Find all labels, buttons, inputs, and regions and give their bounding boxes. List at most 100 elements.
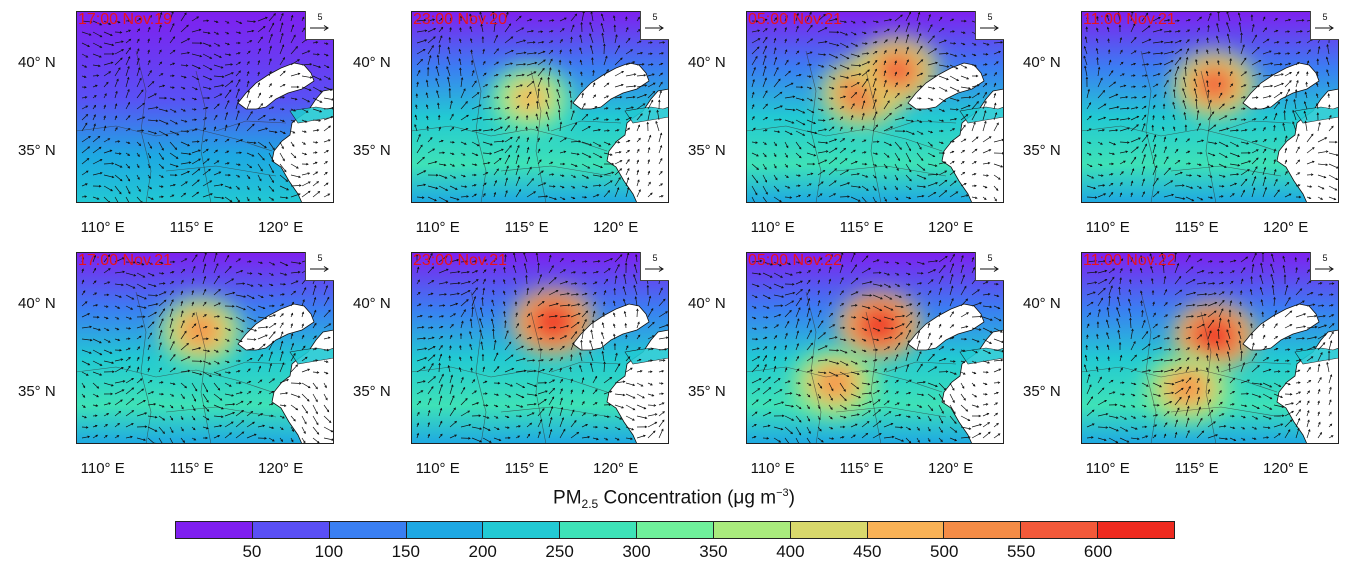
colorbar-tick-label: 500 xyxy=(930,542,959,561)
shandong-peninsula xyxy=(289,347,334,365)
longitude-label: 110° E xyxy=(415,460,460,477)
reference-vector-box: 5 xyxy=(305,11,334,40)
colorbar-segment xyxy=(483,522,561,538)
pm25-field xyxy=(746,252,1004,444)
longitude-label: 120° E xyxy=(593,460,639,477)
latitude-label: 40° N xyxy=(688,295,726,313)
longitude-label: 115° E xyxy=(839,219,884,236)
province-boundary xyxy=(470,50,487,203)
panel-timestamp: 11:00 Nov.22 xyxy=(1083,252,1176,269)
colorbar-tick-label: 150 xyxy=(391,542,420,561)
map-panel: 05:00 Nov.21 5 xyxy=(746,11,1004,203)
shandong-peninsula xyxy=(959,347,1004,365)
province-boundary xyxy=(76,125,273,152)
wind-vectors xyxy=(751,11,1004,203)
province-boundary xyxy=(1081,125,1278,152)
pm25-field xyxy=(411,252,669,444)
pm25-field xyxy=(1081,11,1339,203)
province-boundary xyxy=(76,366,273,393)
colorbar-title: PM2.5 Concentration (μg m−3) xyxy=(553,487,795,512)
latitude-label: 40° N xyxy=(1023,295,1061,313)
province-boundary xyxy=(500,406,612,418)
latitude-label: 35° N xyxy=(688,141,726,159)
colorbar-segment xyxy=(867,522,945,538)
map-panel: 11:00 Nov.22 5 xyxy=(1081,252,1339,444)
province-boundary xyxy=(1220,120,1292,132)
reference-vector-label: 5 xyxy=(652,12,658,22)
province-boundary xyxy=(165,165,277,177)
longitude-label: 110° E xyxy=(1085,460,1130,477)
wind-vectors xyxy=(751,252,1004,444)
pollution-hotspot xyxy=(837,291,922,360)
longitude-label: 115° E xyxy=(169,460,214,477)
longitude-label: 120° E xyxy=(928,219,974,236)
colorbar-tick-label: 250 xyxy=(545,542,574,561)
province-boundary xyxy=(1140,291,1157,444)
reference-arrow-icon xyxy=(980,25,999,31)
province-boundary xyxy=(135,291,152,444)
pollution-hotspot xyxy=(792,348,877,417)
latitude-label: 40° N xyxy=(353,54,391,72)
colorbar-tick-label: 50 xyxy=(242,542,262,561)
longitude-label: 115° E xyxy=(1174,460,1219,477)
reference-arrow-icon xyxy=(310,25,329,31)
reference-vector-label: 5 xyxy=(317,253,323,263)
latitude-label: 40° N xyxy=(353,295,391,313)
pm25-field xyxy=(76,252,334,444)
map-panel: 17:00 Nov.19 5 xyxy=(76,11,334,203)
province-boundary xyxy=(411,125,608,152)
colorbar-segment xyxy=(560,522,638,538)
shandong-peninsula xyxy=(959,106,1004,124)
shandong-peninsula xyxy=(1294,347,1339,365)
latitude-label: 40° N xyxy=(18,54,56,72)
panel-timestamp: 17:00 Nov.19 xyxy=(78,11,172,28)
colorbar-segment xyxy=(252,522,330,538)
map-panel: 11:00 Nov.21 5 xyxy=(1081,11,1339,203)
province-boundary xyxy=(1220,361,1292,373)
colorbar-segment xyxy=(1098,522,1174,538)
pollution-hotspot xyxy=(855,36,940,105)
province-boundary xyxy=(1170,165,1282,177)
panel-timestamp: 11:00 Nov.21 xyxy=(1083,11,1176,28)
latitude-label: 35° N xyxy=(18,382,56,400)
colorbar-tick-label: 100 xyxy=(314,542,344,561)
reference-vector-box: 5 xyxy=(975,11,1004,40)
reference-vector-label: 5 xyxy=(987,12,993,22)
province-boundary xyxy=(885,120,957,132)
panel-timestamp: 05:00 Nov.22 xyxy=(748,252,842,269)
reference-vector-label: 5 xyxy=(317,12,323,22)
reference-arrow-icon xyxy=(980,266,999,272)
colorbar-segment xyxy=(1021,522,1099,538)
bohai-sea xyxy=(237,303,315,351)
colorbar-segment xyxy=(637,522,714,538)
colorbar-tick-label: 200 xyxy=(468,542,497,561)
longitude-label: 115° E xyxy=(504,460,549,477)
pollution-hotspot xyxy=(511,287,596,356)
province-boundary xyxy=(746,366,943,393)
colorbar-segment xyxy=(790,522,868,538)
map-panel: 23:00 Nov.20 5 xyxy=(411,11,669,203)
pollution-hotspot xyxy=(1172,50,1257,119)
wind-vectors xyxy=(415,252,669,443)
reference-vector-label: 5 xyxy=(987,253,993,263)
colorbar-tick-label: 350 xyxy=(699,542,728,561)
longitude-label: 110° E xyxy=(80,460,125,477)
longitude-label: 115° E xyxy=(169,219,214,236)
wind-vectors xyxy=(1083,252,1338,443)
reference-arrow-icon xyxy=(645,25,664,31)
colorbar-segment xyxy=(329,522,407,538)
bohai-sea xyxy=(1242,62,1320,110)
colorbar xyxy=(175,521,1175,539)
longitude-label: 120° E xyxy=(1263,219,1309,236)
shandong-peninsula xyxy=(289,106,334,124)
province-boundary xyxy=(215,361,287,373)
pm25-field xyxy=(1081,252,1339,444)
reference-arrow-icon xyxy=(645,266,664,272)
province-boundary xyxy=(805,291,822,444)
wind-vectors xyxy=(81,11,334,203)
reference-vector-box: 5 xyxy=(305,252,334,281)
wind-vectors xyxy=(414,11,669,203)
reference-vector-label: 5 xyxy=(1322,12,1328,22)
pm25-field xyxy=(76,11,334,203)
pollution-hotspot xyxy=(1172,301,1257,370)
